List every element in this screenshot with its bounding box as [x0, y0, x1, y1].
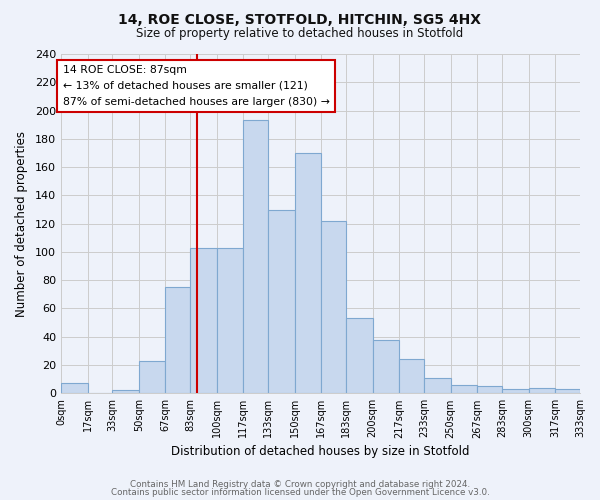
Bar — [451, 385, 477, 394]
Text: 14 ROE CLOSE: 87sqm
← 13% of detached houses are smaller (121)
87% of semi-detac: 14 ROE CLOSE: 87sqm ← 13% of detached ho… — [62, 66, 329, 106]
Bar — [346, 318, 373, 394]
Bar — [555, 389, 580, 394]
Bar — [399, 360, 424, 394]
Bar — [61, 384, 88, 394]
Bar — [139, 361, 166, 394]
Bar — [477, 386, 502, 394]
Bar — [295, 153, 322, 394]
Bar — [502, 389, 529, 394]
Bar — [268, 210, 295, 394]
Bar — [190, 248, 217, 394]
Bar — [244, 120, 268, 394]
Bar — [322, 221, 346, 394]
Bar — [424, 378, 451, 394]
Text: Contains public sector information licensed under the Open Government Licence v3: Contains public sector information licen… — [110, 488, 490, 497]
Bar — [166, 288, 190, 394]
Bar — [112, 390, 139, 394]
Bar — [529, 388, 555, 394]
Text: 14, ROE CLOSE, STOTFOLD, HITCHIN, SG5 4HX: 14, ROE CLOSE, STOTFOLD, HITCHIN, SG5 4H… — [119, 12, 482, 26]
X-axis label: Distribution of detached houses by size in Stotfold: Distribution of detached houses by size … — [171, 444, 470, 458]
Y-axis label: Number of detached properties: Number of detached properties — [15, 130, 28, 316]
Text: Contains HM Land Registry data © Crown copyright and database right 2024.: Contains HM Land Registry data © Crown c… — [130, 480, 470, 489]
Bar — [217, 248, 244, 394]
Text: Size of property relative to detached houses in Stotfold: Size of property relative to detached ho… — [136, 28, 464, 40]
Bar — [373, 340, 399, 394]
